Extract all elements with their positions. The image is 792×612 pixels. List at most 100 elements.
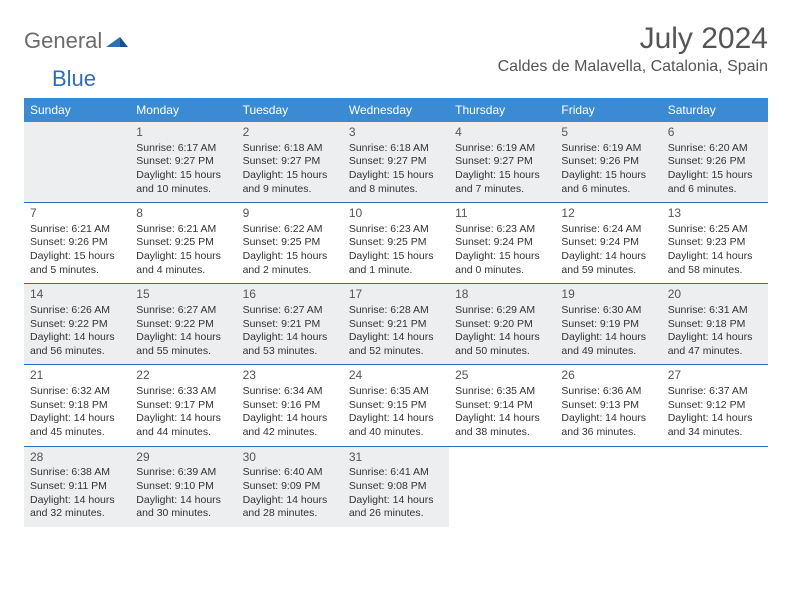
sunrise-line: Sunrise: 6:35 AM bbox=[349, 385, 443, 399]
day-number: 24 bbox=[349, 368, 443, 384]
day-cell: 15Sunrise: 6:27 AMSunset: 9:22 PMDayligh… bbox=[130, 284, 236, 364]
week-row: 28Sunrise: 6:38 AMSunset: 9:11 PMDayligh… bbox=[24, 447, 768, 527]
day-number: 12 bbox=[561, 206, 655, 222]
daylight-line: Daylight: 14 hours and 32 minutes. bbox=[30, 494, 124, 521]
month-title: July 2024 bbox=[498, 22, 768, 56]
sunset-line: Sunset: 9:24 PM bbox=[455, 236, 549, 250]
day-cell: 10Sunrise: 6:23 AMSunset: 9:25 PMDayligh… bbox=[343, 203, 449, 283]
day-header: Thursday bbox=[449, 98, 555, 122]
day-number: 25 bbox=[455, 368, 549, 384]
sunset-line: Sunset: 9:24 PM bbox=[561, 236, 655, 250]
sunset-line: Sunset: 9:08 PM bbox=[349, 480, 443, 494]
sunset-line: Sunset: 9:12 PM bbox=[668, 399, 762, 413]
daylight-line: Daylight: 15 hours and 1 minute. bbox=[349, 250, 443, 277]
daylight-line: Daylight: 14 hours and 59 minutes. bbox=[561, 250, 655, 277]
daylight-line: Daylight: 14 hours and 53 minutes. bbox=[243, 331, 337, 358]
week-row: 7Sunrise: 6:21 AMSunset: 9:26 PMDaylight… bbox=[24, 203, 768, 284]
sunset-line: Sunset: 9:11 PM bbox=[30, 480, 124, 494]
day-number: 15 bbox=[136, 287, 230, 303]
daylight-line: Daylight: 14 hours and 50 minutes. bbox=[455, 331, 549, 358]
day-number: 20 bbox=[668, 287, 762, 303]
sunrise-line: Sunrise: 6:23 AM bbox=[455, 223, 549, 237]
sunrise-line: Sunrise: 6:19 AM bbox=[561, 142, 655, 156]
daylight-line: Daylight: 14 hours and 42 minutes. bbox=[243, 412, 337, 439]
day-cell: 17Sunrise: 6:28 AMSunset: 9:21 PMDayligh… bbox=[343, 284, 449, 364]
sunset-line: Sunset: 9:25 PM bbox=[349, 236, 443, 250]
sunrise-line: Sunrise: 6:30 AM bbox=[561, 304, 655, 318]
day-cell bbox=[662, 447, 768, 527]
sunrise-line: Sunrise: 6:27 AM bbox=[243, 304, 337, 318]
sunrise-line: Sunrise: 6:18 AM bbox=[349, 142, 443, 156]
daylight-line: Daylight: 14 hours and 56 minutes. bbox=[30, 331, 124, 358]
day-number: 5 bbox=[561, 125, 655, 141]
day-cell: 5Sunrise: 6:19 AMSunset: 9:26 PMDaylight… bbox=[555, 122, 661, 202]
daylight-line: Daylight: 15 hours and 10 minutes. bbox=[136, 169, 230, 196]
daylight-line: Daylight: 15 hours and 4 minutes. bbox=[136, 250, 230, 277]
daylight-line: Daylight: 14 hours and 55 minutes. bbox=[136, 331, 230, 358]
daylight-line: Daylight: 14 hours and 30 minutes. bbox=[136, 494, 230, 521]
sunset-line: Sunset: 9:26 PM bbox=[30, 236, 124, 250]
daylight-line: Daylight: 14 hours and 38 minutes. bbox=[455, 412, 549, 439]
day-cell: 4Sunrise: 6:19 AMSunset: 9:27 PMDaylight… bbox=[449, 122, 555, 202]
sunset-line: Sunset: 9:19 PM bbox=[561, 318, 655, 332]
sunset-line: Sunset: 9:15 PM bbox=[349, 399, 443, 413]
sunrise-line: Sunrise: 6:29 AM bbox=[455, 304, 549, 318]
day-header-row: SundayMondayTuesdayWednesdayThursdayFrid… bbox=[24, 98, 768, 122]
sunrise-line: Sunrise: 6:22 AM bbox=[243, 223, 337, 237]
sunrise-line: Sunrise: 6:28 AM bbox=[349, 304, 443, 318]
sunset-line: Sunset: 9:26 PM bbox=[561, 155, 655, 169]
day-cell: 25Sunrise: 6:35 AMSunset: 9:14 PMDayligh… bbox=[449, 365, 555, 445]
day-number: 21 bbox=[30, 368, 124, 384]
sunset-line: Sunset: 9:10 PM bbox=[136, 480, 230, 494]
sunset-line: Sunset: 9:23 PM bbox=[668, 236, 762, 250]
daylight-line: Daylight: 14 hours and 47 minutes. bbox=[668, 331, 762, 358]
daylight-line: Daylight: 14 hours and 44 minutes. bbox=[136, 412, 230, 439]
sunrise-line: Sunrise: 6:24 AM bbox=[561, 223, 655, 237]
daylight-line: Daylight: 15 hours and 5 minutes. bbox=[30, 250, 124, 277]
daylight-line: Daylight: 14 hours and 34 minutes. bbox=[668, 412, 762, 439]
day-header: Friday bbox=[555, 98, 661, 122]
day-cell: 28Sunrise: 6:38 AMSunset: 9:11 PMDayligh… bbox=[24, 447, 130, 527]
day-number: 2 bbox=[243, 125, 337, 141]
day-number: 13 bbox=[668, 206, 762, 222]
sunrise-line: Sunrise: 6:26 AM bbox=[30, 304, 124, 318]
day-cell: 9Sunrise: 6:22 AMSunset: 9:25 PMDaylight… bbox=[237, 203, 343, 283]
day-cell: 19Sunrise: 6:30 AMSunset: 9:19 PMDayligh… bbox=[555, 284, 661, 364]
daylight-line: Daylight: 14 hours and 52 minutes. bbox=[349, 331, 443, 358]
sunset-line: Sunset: 9:21 PM bbox=[243, 318, 337, 332]
day-cell: 18Sunrise: 6:29 AMSunset: 9:20 PMDayligh… bbox=[449, 284, 555, 364]
sunset-line: Sunset: 9:17 PM bbox=[136, 399, 230, 413]
day-cell: 6Sunrise: 6:20 AMSunset: 9:26 PMDaylight… bbox=[662, 122, 768, 202]
day-cell: 12Sunrise: 6:24 AMSunset: 9:24 PMDayligh… bbox=[555, 203, 661, 283]
sunrise-line: Sunrise: 6:39 AM bbox=[136, 466, 230, 480]
sunset-line: Sunset: 9:27 PM bbox=[455, 155, 549, 169]
location: Caldes de Malavella, Catalonia, Spain bbox=[498, 58, 768, 76]
day-number: 10 bbox=[349, 206, 443, 222]
day-cell: 20Sunrise: 6:31 AMSunset: 9:18 PMDayligh… bbox=[662, 284, 768, 364]
sunrise-line: Sunrise: 6:27 AM bbox=[136, 304, 230, 318]
day-number: 8 bbox=[136, 206, 230, 222]
daylight-line: Daylight: 14 hours and 40 minutes. bbox=[349, 412, 443, 439]
day-number: 16 bbox=[243, 287, 337, 303]
day-number: 18 bbox=[455, 287, 549, 303]
sunrise-line: Sunrise: 6:25 AM bbox=[668, 223, 762, 237]
day-number: 1 bbox=[136, 125, 230, 141]
day-cell: 7Sunrise: 6:21 AMSunset: 9:26 PMDaylight… bbox=[24, 203, 130, 283]
day-cell bbox=[555, 447, 661, 527]
day-number: 23 bbox=[243, 368, 337, 384]
sunset-line: Sunset: 9:25 PM bbox=[243, 236, 337, 250]
day-cell: 16Sunrise: 6:27 AMSunset: 9:21 PMDayligh… bbox=[237, 284, 343, 364]
day-number: 7 bbox=[30, 206, 124, 222]
sunset-line: Sunset: 9:21 PM bbox=[349, 318, 443, 332]
sunset-line: Sunset: 9:18 PM bbox=[668, 318, 762, 332]
sunset-line: Sunset: 9:13 PM bbox=[561, 399, 655, 413]
sunrise-line: Sunrise: 6:38 AM bbox=[30, 466, 124, 480]
daylight-line: Daylight: 14 hours and 58 minutes. bbox=[668, 250, 762, 277]
day-number: 27 bbox=[668, 368, 762, 384]
day-cell: 30Sunrise: 6:40 AMSunset: 9:09 PMDayligh… bbox=[237, 447, 343, 527]
sunrise-line: Sunrise: 6:41 AM bbox=[349, 466, 443, 480]
sunrise-line: Sunrise: 6:37 AM bbox=[668, 385, 762, 399]
sunrise-line: Sunrise: 6:33 AM bbox=[136, 385, 230, 399]
week-row: 1Sunrise: 6:17 AMSunset: 9:27 PMDaylight… bbox=[24, 122, 768, 203]
day-header: Saturday bbox=[662, 98, 768, 122]
